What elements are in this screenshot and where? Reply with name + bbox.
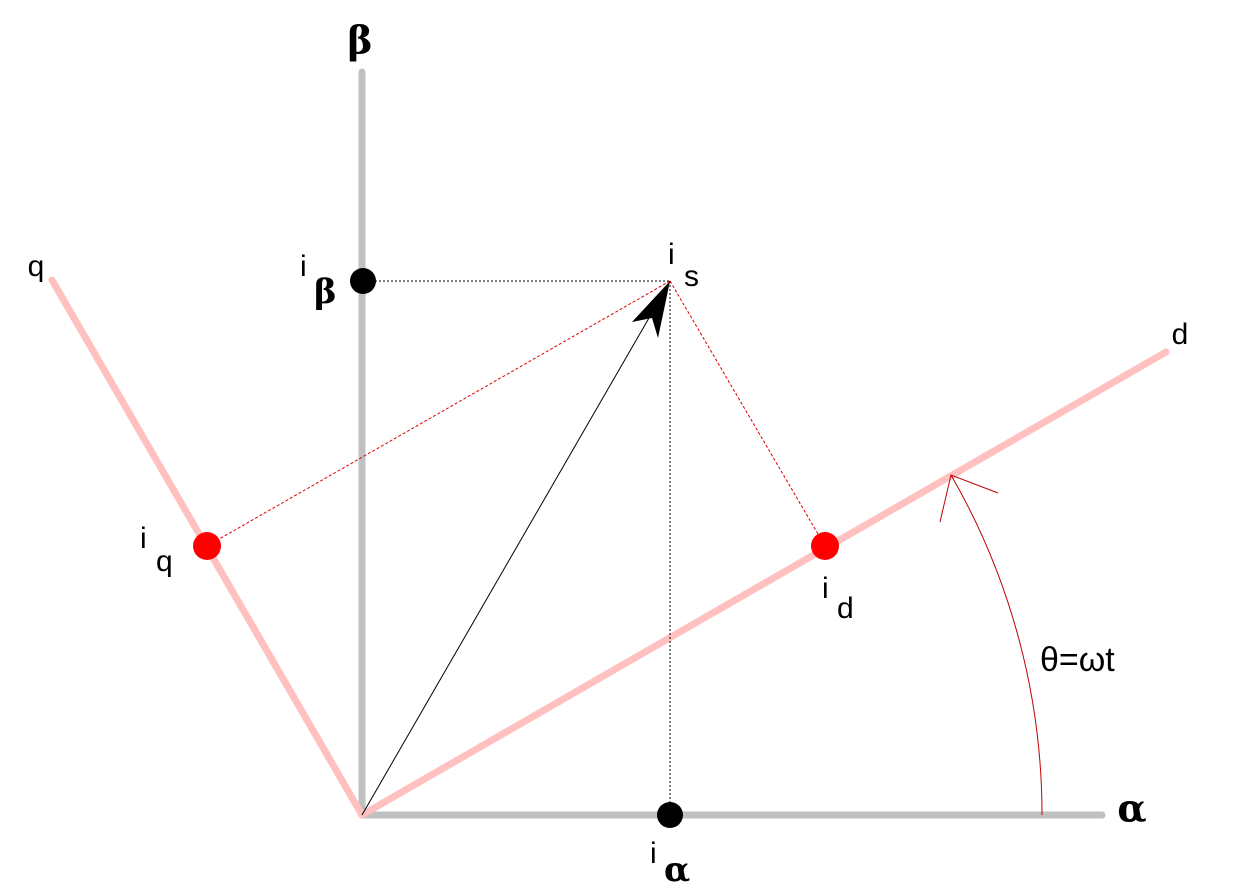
point-label: i — [300, 250, 307, 283]
point-subscript: β — [314, 272, 337, 312]
arc-arrowhead — [939, 474, 999, 523]
axis-label: q — [28, 250, 45, 283]
angle-label: θ=ωt — [1040, 641, 1115, 679]
axis-label: α — [1117, 786, 1146, 831]
angle-arc — [950, 474, 1043, 816]
point-subscript: α — [664, 850, 690, 890]
point — [657, 802, 683, 828]
point-subscript: s — [684, 260, 699, 293]
point — [350, 268, 376, 294]
point-label: i — [140, 522, 147, 555]
current-vector — [361, 291, 665, 816]
point-label: i — [668, 238, 675, 271]
point-subscript: d — [837, 592, 854, 625]
point — [811, 532, 839, 560]
point-subscript: q — [156, 545, 173, 578]
projection-line — [669, 280, 826, 547]
d-axis — [358, 348, 1170, 819]
point-label: i — [822, 572, 829, 605]
axis-label: d — [1172, 318, 1189, 351]
arrowhead — [632, 281, 670, 338]
point-label: i — [650, 837, 657, 870]
axis-label: β — [347, 18, 372, 63]
point — [193, 532, 221, 560]
projection-line — [206, 280, 671, 547]
